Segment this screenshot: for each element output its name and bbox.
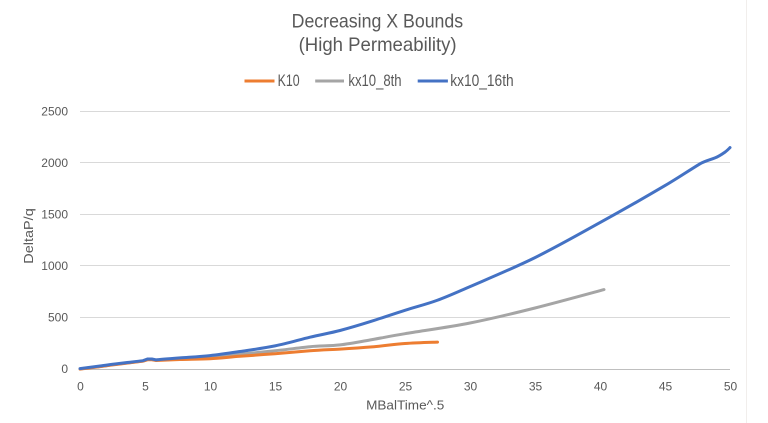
svg-text:50: 50 (724, 380, 738, 394)
svg-text:5: 5 (142, 380, 149, 394)
svg-text:K10: K10 (278, 72, 300, 90)
svg-text:45: 45 (659, 380, 673, 394)
svg-text:Decreasing X Bounds: Decreasing X Bounds (292, 11, 464, 32)
svg-text:MBalTime^.5: MBalTime^.5 (366, 399, 444, 413)
svg-text:(High Permeability): (High Permeability) (299, 35, 457, 56)
svg-text:20: 20 (334, 380, 348, 394)
svg-text:0: 0 (61, 362, 68, 376)
svg-text:15: 15 (269, 380, 283, 394)
svg-text:0: 0 (77, 380, 84, 394)
svg-text:10: 10 (204, 380, 218, 394)
svg-text:25: 25 (399, 380, 413, 394)
svg-text:30: 30 (464, 380, 478, 394)
svg-text:2000: 2000 (41, 156, 68, 170)
svg-text:40: 40 (594, 380, 608, 394)
svg-text:35: 35 (529, 380, 543, 394)
svg-text:1000: 1000 (41, 259, 68, 273)
svg-text:1500: 1500 (41, 208, 68, 222)
svg-text:2500: 2500 (41, 105, 68, 119)
svg-text:kx10_8th: kx10_8th (348, 72, 401, 90)
svg-text:DeltaP/q: DeltaP/q (22, 208, 36, 264)
svg-text:500: 500 (48, 311, 68, 325)
svg-text:kx10_16th: kx10_16th (450, 72, 514, 90)
